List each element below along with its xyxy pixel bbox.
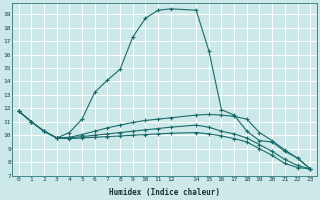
X-axis label: Humidex (Indice chaleur): Humidex (Indice chaleur) — [109, 188, 220, 197]
